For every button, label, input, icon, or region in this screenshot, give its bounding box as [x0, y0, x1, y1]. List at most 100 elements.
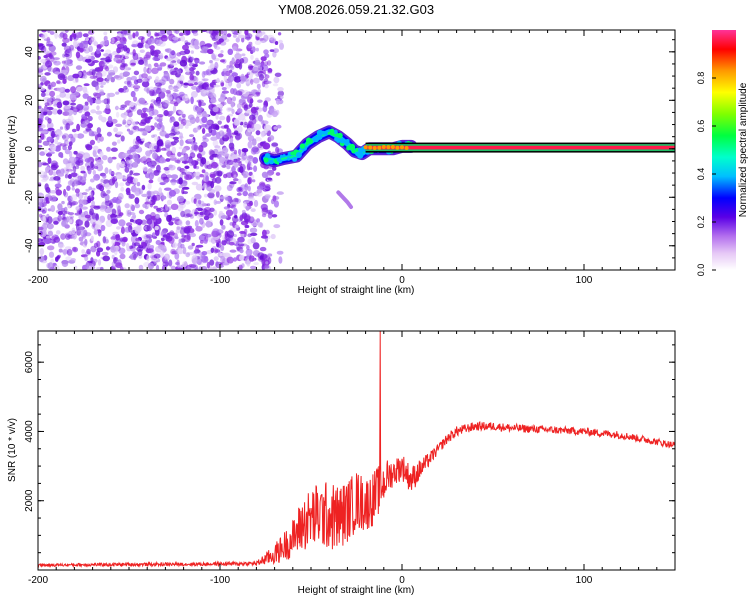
noise-blob [120, 226, 125, 234]
noise-blob [95, 71, 103, 80]
noise-blob [122, 267, 127, 270]
noise-blob [157, 55, 164, 59]
noise-blob [179, 157, 187, 162]
noise-blob [46, 136, 53, 143]
noise-blob [170, 70, 178, 76]
noise-blob [59, 91, 66, 98]
noise-blob [179, 50, 187, 56]
noise-blob [171, 146, 177, 154]
noise-blob [59, 126, 64, 130]
noise-blob [184, 209, 191, 215]
noise-blob [75, 153, 84, 159]
noise-blob [111, 208, 117, 216]
noise-blob [145, 234, 153, 239]
noise-blob [115, 123, 123, 128]
noise-blob [237, 178, 242, 185]
noise-blob [92, 60, 99, 63]
noise-blob [183, 174, 190, 180]
noise-blob [156, 139, 164, 147]
noise-blob [76, 225, 84, 233]
noise-blob [178, 177, 183, 185]
noise-blob [160, 35, 168, 42]
noise-blob [39, 247, 45, 256]
noise-blob [146, 30, 152, 37]
noise-blob [185, 71, 192, 76]
noise-blob [48, 251, 55, 258]
noise-blob [277, 32, 282, 36]
noise-blob [189, 134, 194, 138]
noise-blob [130, 62, 136, 66]
doppler-trace-blob [286, 157, 291, 161]
noise-blob [153, 62, 159, 68]
noise-blob [234, 224, 240, 229]
noise-blob [85, 54, 91, 60]
noise-blob [52, 171, 57, 177]
noise-blob [247, 233, 252, 238]
noise-blob [185, 265, 192, 270]
noise-blob [174, 236, 179, 240]
noise-blob [190, 50, 194, 54]
noise-blob [71, 201, 79, 206]
noise-blob [212, 106, 219, 113]
noise-blob [147, 162, 152, 167]
noise-blob [181, 113, 186, 118]
spectrogram-x-axis-label: Height of straight line (km) [298, 285, 415, 296]
noise-blob [62, 145, 67, 151]
noise-blob [247, 71, 253, 75]
noise-blob [84, 111, 91, 117]
noise-blob [259, 73, 264, 81]
noise-blob [237, 243, 245, 247]
noise-blob [256, 93, 260, 97]
noise-blob [184, 165, 190, 169]
noise-blob [124, 226, 131, 233]
noise-blob [199, 234, 205, 240]
noise-blob [107, 207, 114, 211]
noise-blob [220, 59, 225, 63]
noise-blob [53, 60, 61, 66]
noise-blob [87, 266, 96, 270]
noise-blob [152, 190, 159, 195]
noise-blob [153, 50, 158, 57]
noise-blob [196, 214, 202, 219]
noise-blob [177, 151, 182, 157]
noise-blob [223, 124, 229, 129]
noise-blob [39, 151, 46, 156]
noise-blob [168, 191, 173, 199]
noise-blob [226, 256, 234, 264]
noise-blob [66, 248, 73, 256]
noise-blob [194, 59, 200, 64]
noise-blob [208, 65, 214, 71]
spectrogram-y-tick-labels: -40 -20 0 20 40 [24, 46, 35, 253]
noise-blob [91, 200, 95, 207]
noise-blob [123, 176, 127, 180]
doppler-trace-blob [292, 156, 298, 162]
snr-panel: -200 -100 0 100 2000 4000 6000 Height of stra… [7, 330, 676, 596]
noise-blob [90, 109, 97, 114]
noise-blob [203, 81, 210, 89]
noise-blob [89, 75, 98, 80]
noise-blob [171, 178, 177, 183]
noise-blob [102, 193, 108, 197]
doppler-trace-blob [295, 152, 302, 158]
noise-blob [152, 56, 160, 62]
noise-blob [133, 253, 137, 261]
snr-x-axis-label: Height of straight line (km) [298, 585, 415, 596]
noise-blob [233, 158, 238, 163]
noise-blob [62, 100, 70, 106]
y-tick-label: 6000 [24, 351, 35, 374]
noise-blob [89, 217, 97, 225]
noise-blob [96, 105, 100, 111]
noise-blob [106, 131, 112, 137]
noise-blob [172, 36, 179, 41]
doppler-trace-blob [276, 162, 280, 165]
noise-blob [193, 144, 199, 152]
noise-blob [213, 248, 219, 254]
noise-blob [241, 148, 249, 153]
noise-blob [111, 156, 117, 160]
noise-blob [184, 42, 191, 46]
noise-blob [147, 183, 152, 190]
noise-blob [56, 80, 61, 84]
noise-blob [181, 95, 189, 102]
noise-blob [100, 266, 104, 270]
